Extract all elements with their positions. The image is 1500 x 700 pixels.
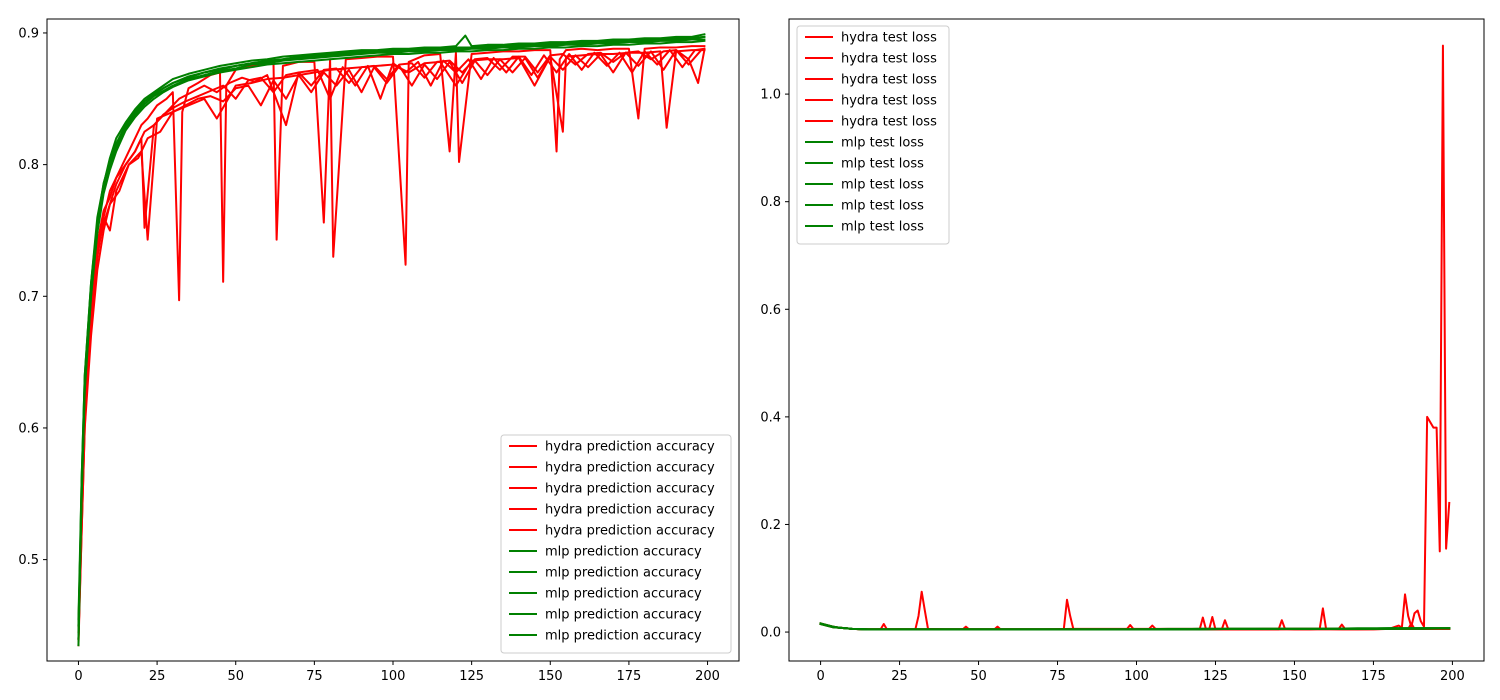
legend-entry-label: hydra test loss bbox=[841, 31, 937, 46]
legend-entry-label: hydra prediction accuracy bbox=[545, 524, 715, 539]
x-tick-label: 100 bbox=[381, 669, 406, 684]
legend-entry-label: mlp test loss bbox=[841, 220, 924, 235]
x-tick-label: 125 bbox=[1203, 669, 1228, 684]
x-tick-label: 175 bbox=[616, 669, 641, 684]
y-tick-label: 0.7 bbox=[18, 290, 39, 305]
series-line-mlp-8 bbox=[77, 39, 706, 640]
series-line-mlp-9 bbox=[819, 622, 1451, 631]
series-line-mlp-6 bbox=[77, 33, 706, 640]
series-line-mlp-9 bbox=[77, 35, 706, 620]
x-tick-label: 150 bbox=[538, 669, 563, 684]
x-tick-label: 0 bbox=[816, 669, 824, 684]
legend: hydra prediction accuracy hydra predictio… bbox=[500, 434, 732, 654]
legend-entry-label: hydra prediction accuracy bbox=[545, 461, 715, 476]
series-line-hydra-3 bbox=[77, 47, 706, 640]
y-tick-label: 0.2 bbox=[760, 518, 781, 533]
x-tick-label: 200 bbox=[1440, 669, 1465, 684]
legend-entry-label: mlp prediction accuracy bbox=[545, 587, 702, 602]
legend-entry-label: hydra test loss bbox=[841, 73, 937, 88]
legend-entry-label: hydra test loss bbox=[841, 94, 937, 109]
legend-entry-label: hydra test loss bbox=[841, 115, 937, 130]
legend-entry-label: mlp prediction accuracy bbox=[545, 545, 702, 560]
x-tick-label: 50 bbox=[227, 669, 244, 684]
x-tick-label: 100 bbox=[1124, 669, 1149, 684]
loss-chart-panel: 0 25 50 75 100 125 150 175 200 0.0 0.2 0.4 0.6 0.8 1.0… bbox=[760, 18, 1485, 684]
x-tick-label: 150 bbox=[1282, 669, 1307, 684]
x-tick-label: 200 bbox=[695, 669, 720, 684]
y-tick-label: 0.4 bbox=[760, 410, 781, 425]
accuracy-chart-panel: 0 25 50 75 100 125 150 175 200 0.5 0.6 0.7 0.8 0.9 hyd… bbox=[18, 18, 740, 684]
series-group bbox=[819, 44, 1451, 631]
y-tick-label: 0.6 bbox=[760, 303, 781, 318]
legend-entry-label: mlp prediction accuracy bbox=[545, 566, 702, 581]
legend-entry-label: mlp prediction accuracy bbox=[545, 629, 702, 644]
legend-box bbox=[796, 25, 950, 245]
y-tick-label: 0.8 bbox=[760, 195, 781, 210]
y-tick-label: 0.9 bbox=[18, 26, 39, 41]
x-tick-label: 25 bbox=[891, 669, 908, 684]
series-group bbox=[77, 33, 706, 647]
x-tick-label: 75 bbox=[306, 669, 323, 684]
legend-entry-label: mlp test loss bbox=[841, 157, 924, 172]
legend-entry-label: mlp test loss bbox=[841, 199, 924, 214]
x-tick-label: 25 bbox=[149, 669, 166, 684]
legend-entry-label: hydra prediction accuracy bbox=[545, 440, 715, 455]
legend: hydra test loss hydra test loss hydra test… bbox=[796, 25, 950, 245]
legend-entry-label: hydra prediction accuracy bbox=[545, 482, 715, 497]
x-tick-label: 125 bbox=[459, 669, 484, 684]
y-tick-label: 0.6 bbox=[18, 421, 39, 436]
legend-entry-label: hydra test loss bbox=[841, 52, 937, 67]
y-tick-label: 0.5 bbox=[18, 553, 39, 568]
y-tick-label: 0.0 bbox=[760, 626, 781, 641]
x-tick-label: 175 bbox=[1361, 669, 1386, 684]
series-line-hydra-4 bbox=[77, 48, 706, 634]
legend-box bbox=[500, 434, 732, 654]
series-line-mlp-7 bbox=[77, 38, 706, 627]
x-tick-label: 50 bbox=[970, 669, 987, 684]
y-tick-label: 0.8 bbox=[18, 158, 39, 173]
legend-entry-label: mlp prediction accuracy bbox=[545, 608, 702, 623]
legend-entry-label: mlp test loss bbox=[841, 136, 924, 151]
y-tick-label: 1.0 bbox=[760, 88, 781, 103]
x-tick-label: 0 bbox=[74, 669, 82, 684]
legend-entry-label: mlp test loss bbox=[841, 178, 924, 193]
legend-entry-label: hydra prediction accuracy bbox=[545, 503, 715, 518]
x-tick-label: 75 bbox=[1049, 669, 1066, 684]
